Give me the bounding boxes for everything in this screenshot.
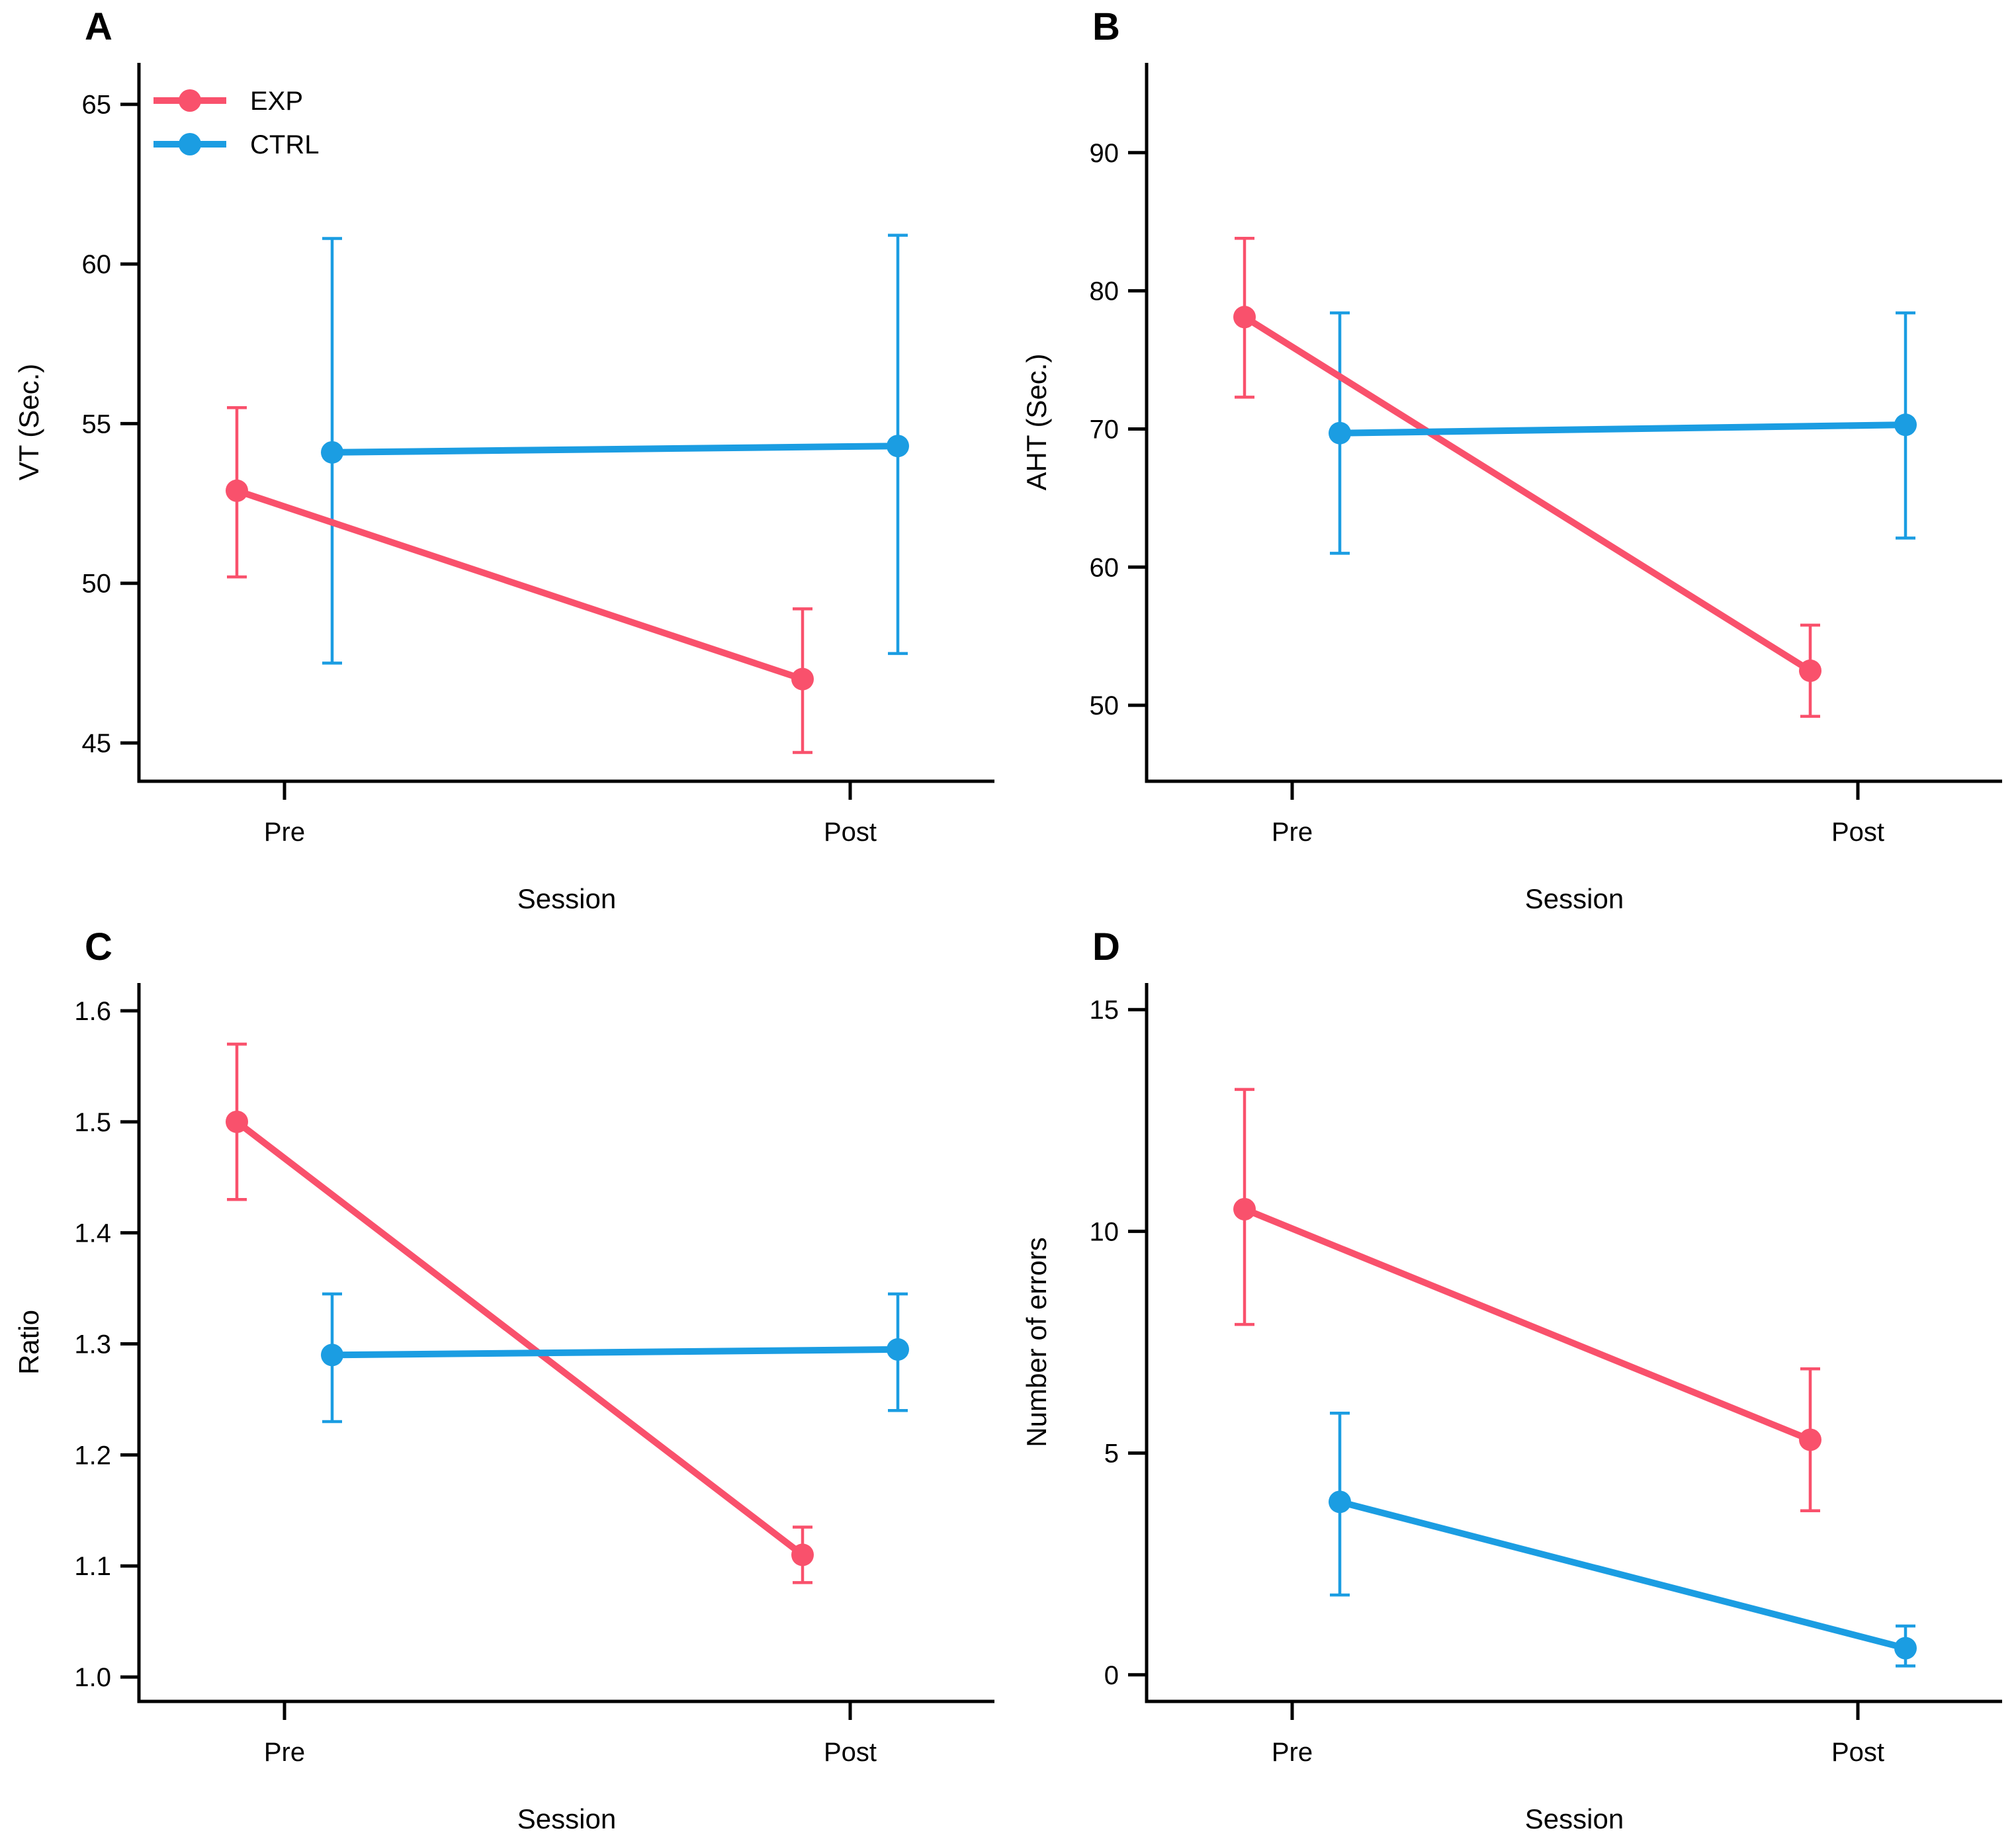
series-line-ctrl [329, 443, 901, 456]
y-tick-label: 1.2 [74, 1441, 111, 1470]
panel-letter-B: B [1092, 5, 1120, 48]
y-tick-label: 60 [1090, 553, 1119, 582]
y-axis-title: Ratio [13, 1310, 44, 1375]
x-tick-label: Pre [1272, 818, 1313, 847]
chart-svg-B: 50 60 70 80 90 Pre Post Session AHT (Sec.) [1021, 63, 2002, 914]
data-point-ctrl [321, 1344, 343, 1367]
panel-C: C 1.0 1.1 1.2 1.3 1.4 1.5 1.6 Pre Post Session Rat… [0, 920, 1008, 1840]
y-tick-label: 1.5 [74, 1108, 111, 1137]
legend-label-exp: EXP [250, 87, 303, 116]
y-tick-label: 55 [82, 409, 112, 439]
series-line-exp [1241, 1205, 1814, 1443]
y-tick-label: 1.0 [74, 1663, 111, 1692]
panel-D: D 0 5 10 15 Pre Post Session Number of errors [1008, 920, 2015, 1840]
chart-svg-A: 45 50 55 60 65 Pre Post Session VT (Sec.) EXP CTRL [13, 63, 994, 914]
y-tick-label: 70 [1090, 415, 1119, 444]
y-tick-label: 1.6 [74, 997, 111, 1026]
data-point-exp [1799, 1428, 1821, 1451]
y-axis-title: Number of errors [1021, 1237, 1052, 1447]
x-tick-label: Pre [264, 1738, 305, 1767]
x-axis-title: Session [1525, 883, 1624, 914]
series-line-exp [234, 487, 806, 683]
x-tick-label: Post [824, 1738, 877, 1767]
x-tick-label: Post [824, 818, 877, 847]
y-tick-label: 1.1 [74, 1552, 111, 1581]
x-axis-title: Session [1525, 1803, 1624, 1834]
legend-marker-ctrl [179, 133, 201, 155]
series-line-ctrl [329, 1346, 901, 1359]
y-tick-label: 90 [1090, 139, 1119, 168]
data-point-ctrl [321, 441, 343, 464]
data-point-ctrl [1329, 1490, 1351, 1514]
y-tick-label: 0 [1104, 1661, 1119, 1690]
legend-marker-exp [179, 89, 201, 112]
panel-letter-C: C [85, 925, 112, 968]
series-line-ctrl [1337, 421, 1909, 437]
y-tick-label: 1.3 [74, 1330, 111, 1359]
data-point-exp [791, 667, 814, 691]
x-tick-label: Pre [264, 818, 305, 847]
data-point-exp [791, 1543, 814, 1566]
data-point-exp [1233, 1197, 1256, 1220]
legend-label-ctrl: CTRL [250, 130, 319, 159]
series-line-ctrl [1337, 1498, 1909, 1652]
chart-svg-C: 1.0 1.1 1.2 1.3 1.4 1.5 1.6 Pre Post Session Ratio [13, 983, 994, 1834]
chart-svg-D: 0 5 10 15 Pre Post Session Number of errors [1021, 983, 2002, 1834]
panel-letter-A: A [85, 5, 112, 48]
panel-B: B 50 60 70 80 90 Pre Post Session AHT (Sec.) [1008, 0, 2015, 920]
y-tick-label: 60 [82, 250, 112, 279]
data-point-ctrl [887, 435, 909, 458]
y-tick-label: 65 [82, 91, 112, 120]
data-point-ctrl [1894, 413, 1917, 437]
y-tick-label: 5 [1104, 1439, 1119, 1469]
data-point-ctrl [887, 1338, 909, 1361]
y-tick-label: 50 [82, 570, 112, 599]
y-axis-title: VT (Sec.) [13, 364, 44, 481]
panel-A: A 45 50 55 60 65 Pre Post Session VT (Sec.) EXP CT… [0, 0, 1008, 920]
data-point-ctrl [1329, 421, 1351, 445]
y-tick-label: 15 [1090, 996, 1119, 1025]
data-point-ctrl [1894, 1637, 1917, 1660]
y-tick-label: 45 [82, 729, 112, 758]
panel-letter-D: D [1092, 925, 1120, 968]
data-point-exp [1799, 659, 1821, 682]
y-tick-label: 10 [1090, 1217, 1119, 1246]
x-tick-label: Post [1831, 818, 1884, 847]
y-tick-label: 1.4 [74, 1219, 111, 1248]
x-axis-title: Session [517, 883, 616, 914]
x-tick-label: Pre [1272, 1738, 1313, 1767]
series-line-exp [234, 1118, 806, 1559]
y-tick-label: 50 [1090, 691, 1119, 720]
series-line-exp [1241, 314, 1814, 674]
data-point-exp [226, 479, 248, 502]
x-tick-label: Post [1831, 1738, 1884, 1767]
data-point-exp [1233, 306, 1256, 329]
y-axis-title: AHT (Sec.) [1021, 354, 1052, 491]
y-tick-label: 80 [1090, 277, 1119, 306]
data-point-exp [226, 1110, 248, 1133]
x-axis-title: Session [517, 1803, 616, 1834]
